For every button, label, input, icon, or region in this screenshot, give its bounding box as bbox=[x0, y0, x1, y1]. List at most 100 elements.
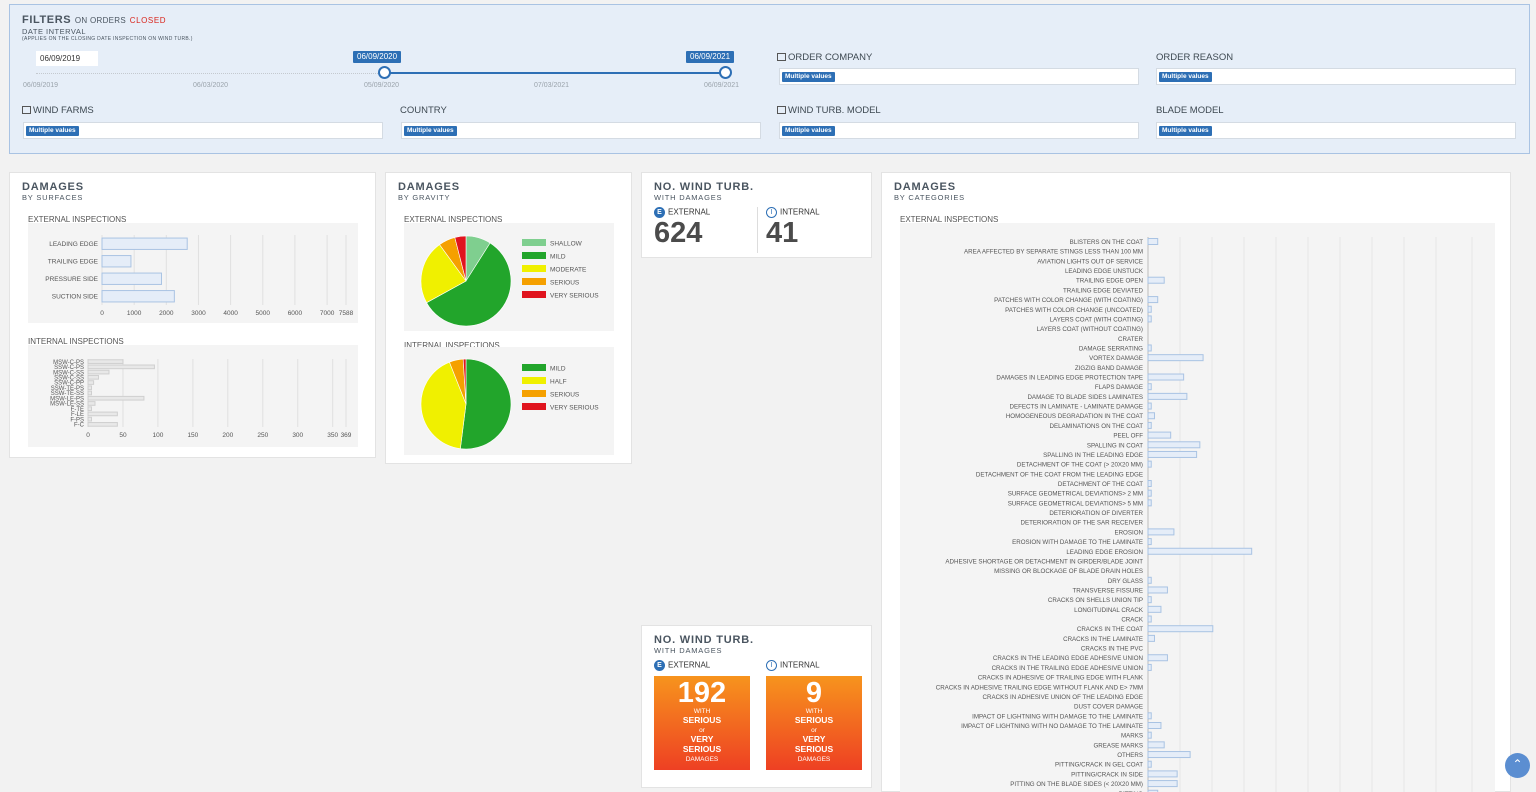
date-slider-track[interactable] bbox=[36, 73, 384, 74]
category-label: LONGITUDINAL CRACK bbox=[1074, 607, 1144, 614]
wind-farms-label: WIND FARMS bbox=[22, 105, 94, 116]
bar bbox=[1147, 450, 1198, 458]
internal-serious-box: 9 WITH SERIOUS or VERY SERIOUS DAMAGES bbox=[766, 676, 862, 770]
category-label: DRY GLASS bbox=[1108, 578, 1143, 585]
damages-by-surfaces-card: DAMAGES BY SURFACES EXTERNAL INSPECTIONS… bbox=[9, 172, 376, 458]
legend-swatch bbox=[522, 377, 546, 384]
x-tick-label: 1000 bbox=[127, 310, 142, 317]
pie-slice bbox=[454, 235, 467, 282]
bar bbox=[1147, 305, 1152, 313]
bar bbox=[1147, 722, 1162, 729]
range-from-badge: 06/09/2020 bbox=[353, 51, 402, 63]
wind-turb-damages-kpi-card: NO. WIND TURB. WITH DAMAGES E EXTERNAL 62… bbox=[641, 172, 872, 258]
category-label: IMPACT OF LIGHTNING WITH DAMAGE TO THE L… bbox=[972, 713, 1143, 720]
multiple-values-tag: Multiple values bbox=[782, 72, 835, 82]
bar bbox=[101, 237, 188, 250]
x-tick-label: 2000 bbox=[159, 310, 174, 317]
category-label: DEFECTS IN LAMINATE - LAMINATE DAMAGE bbox=[1009, 404, 1143, 411]
internal-count: 41 bbox=[766, 217, 799, 249]
internal-inspections-title: INTERNAL INSPECTIONS bbox=[404, 341, 500, 350]
category-label: DETERIORATION OF THE SAR RECEIVER bbox=[1020, 520, 1143, 527]
bar bbox=[87, 401, 96, 406]
category-label: CRACKS IN ADHESIVE TRAILING EDGE WITHOUT… bbox=[936, 684, 1143, 691]
country-label: COUNTRY bbox=[400, 105, 447, 116]
category-label: FLAPS DAMAGE bbox=[1095, 384, 1143, 391]
category-label: SSW-C-SS bbox=[54, 376, 84, 382]
bar bbox=[1147, 760, 1152, 768]
x-tick-label: 0 bbox=[86, 432, 90, 439]
legend-swatch bbox=[522, 252, 546, 259]
pie-slice bbox=[462, 358, 467, 405]
wind-farms-select[interactable]: Multiple values bbox=[23, 122, 383, 139]
bar bbox=[1147, 634, 1155, 642]
card-subtitle: BY SURFACES bbox=[22, 193, 84, 202]
bar bbox=[1147, 296, 1159, 304]
card-subtitle: WITH DAMAGES bbox=[654, 646, 723, 655]
category-label: CRACKS IN THE LAMINATE bbox=[1063, 636, 1143, 643]
category-label: F-C bbox=[74, 423, 85, 429]
filters-title: FILTERS ON ORDERS CLOSED bbox=[22, 14, 166, 26]
category-label: VORTEX DAMAGE bbox=[1089, 355, 1143, 362]
x-tick-label: 350 bbox=[327, 432, 338, 439]
category-label: DAMAGE SERRATING bbox=[1079, 345, 1143, 352]
bar bbox=[1147, 460, 1152, 468]
multiple-values-tag: Multiple values bbox=[1159, 126, 1212, 136]
category-label: MARKS bbox=[1121, 733, 1143, 740]
category-label: F-LE bbox=[71, 412, 84, 418]
surfaces-internal-plot: 0 50 100 150 200 250 300 350 369 MSW-C-PS SSW-C-PS… bbox=[28, 345, 358, 447]
order-reason-select[interactable]: Multiple values bbox=[1156, 68, 1516, 85]
info-icon: I bbox=[766, 660, 777, 671]
order-company-select[interactable]: Multiple values bbox=[779, 68, 1139, 85]
pie-slice bbox=[426, 242, 512, 327]
legend-label: SERIOUS bbox=[550, 280, 580, 287]
very-text: VERY bbox=[690, 734, 714, 744]
category-label: ZIGZIG BAND DAMAGE bbox=[1075, 365, 1143, 372]
bar bbox=[1147, 731, 1152, 739]
country-select[interactable]: Multiple values bbox=[401, 122, 761, 139]
bar bbox=[87, 416, 92, 422]
bar bbox=[87, 385, 92, 391]
range-start-handle[interactable] bbox=[378, 66, 391, 79]
category-label: F-TE bbox=[71, 407, 84, 413]
blade-model-select[interactable]: Multiple values bbox=[1156, 122, 1516, 139]
or-text: or bbox=[811, 727, 817, 734]
category-label: LAYERS COAT (WITHOUT COATING) bbox=[1037, 326, 1143, 333]
order-company-text: ORDER COMPANY bbox=[788, 52, 873, 63]
wind-farms-text: WIND FARMS bbox=[33, 105, 94, 116]
bar bbox=[101, 255, 132, 268]
category-label: LEADING EDGE UNSTUCK bbox=[1065, 268, 1144, 275]
bar bbox=[87, 369, 110, 375]
range-end-handle[interactable] bbox=[719, 66, 732, 79]
multiple-values-tag: Multiple values bbox=[404, 126, 457, 136]
category-label: BLISTERS ON THE COAT bbox=[1070, 239, 1144, 246]
scroll-top-button[interactable]: ⌃ bbox=[1505, 753, 1530, 778]
category-label: AVIATION LIGHTS OUT OF SERVICE bbox=[1037, 258, 1143, 265]
pie-slice bbox=[460, 358, 512, 450]
start-date-field[interactable]: 06/09/2019 bbox=[36, 51, 98, 66]
wind-turb-model-text: WIND TURB. MODEL bbox=[788, 105, 881, 116]
external-inspections-title: EXTERNAL INSPECTIONS bbox=[900, 215, 999, 224]
bar bbox=[87, 374, 99, 380]
bar bbox=[1147, 528, 1175, 536]
bar bbox=[1147, 586, 1168, 594]
category-label: DETACHMENT OF THE COAT (> 20X20 MM) bbox=[1017, 462, 1143, 469]
external-count: 624 bbox=[654, 217, 703, 249]
bar bbox=[1147, 383, 1152, 391]
surfaces-external-plot: 0 1000 2000 3000 4000 5000 6000 7000 7588 LEADING… bbox=[28, 223, 358, 323]
bar bbox=[1147, 654, 1168, 662]
legend-swatch bbox=[522, 265, 546, 272]
x-tick-label: 300 bbox=[292, 432, 303, 439]
category-label: MSW-LE-PS bbox=[50, 396, 84, 402]
legend-swatch bbox=[522, 403, 546, 410]
legend-swatch bbox=[522, 239, 546, 246]
legend-label: VERY SERIOUS bbox=[550, 293, 599, 300]
x-tick-label: 5000 bbox=[256, 310, 271, 317]
turbine-icon bbox=[777, 106, 786, 114]
date-interval-label: DATE INTERVAL bbox=[22, 27, 87, 36]
category-label: TRANSVERSE FISSURE bbox=[1073, 587, 1143, 594]
wind-turb-model-select[interactable]: Multiple values bbox=[779, 122, 1139, 139]
category-label: DETERIORATION OF DIVERTER bbox=[1049, 510, 1143, 517]
multiple-values-tag: Multiple values bbox=[782, 126, 835, 136]
x-tick-label: 200 bbox=[222, 432, 233, 439]
category-label: CRATER bbox=[1118, 336, 1144, 343]
